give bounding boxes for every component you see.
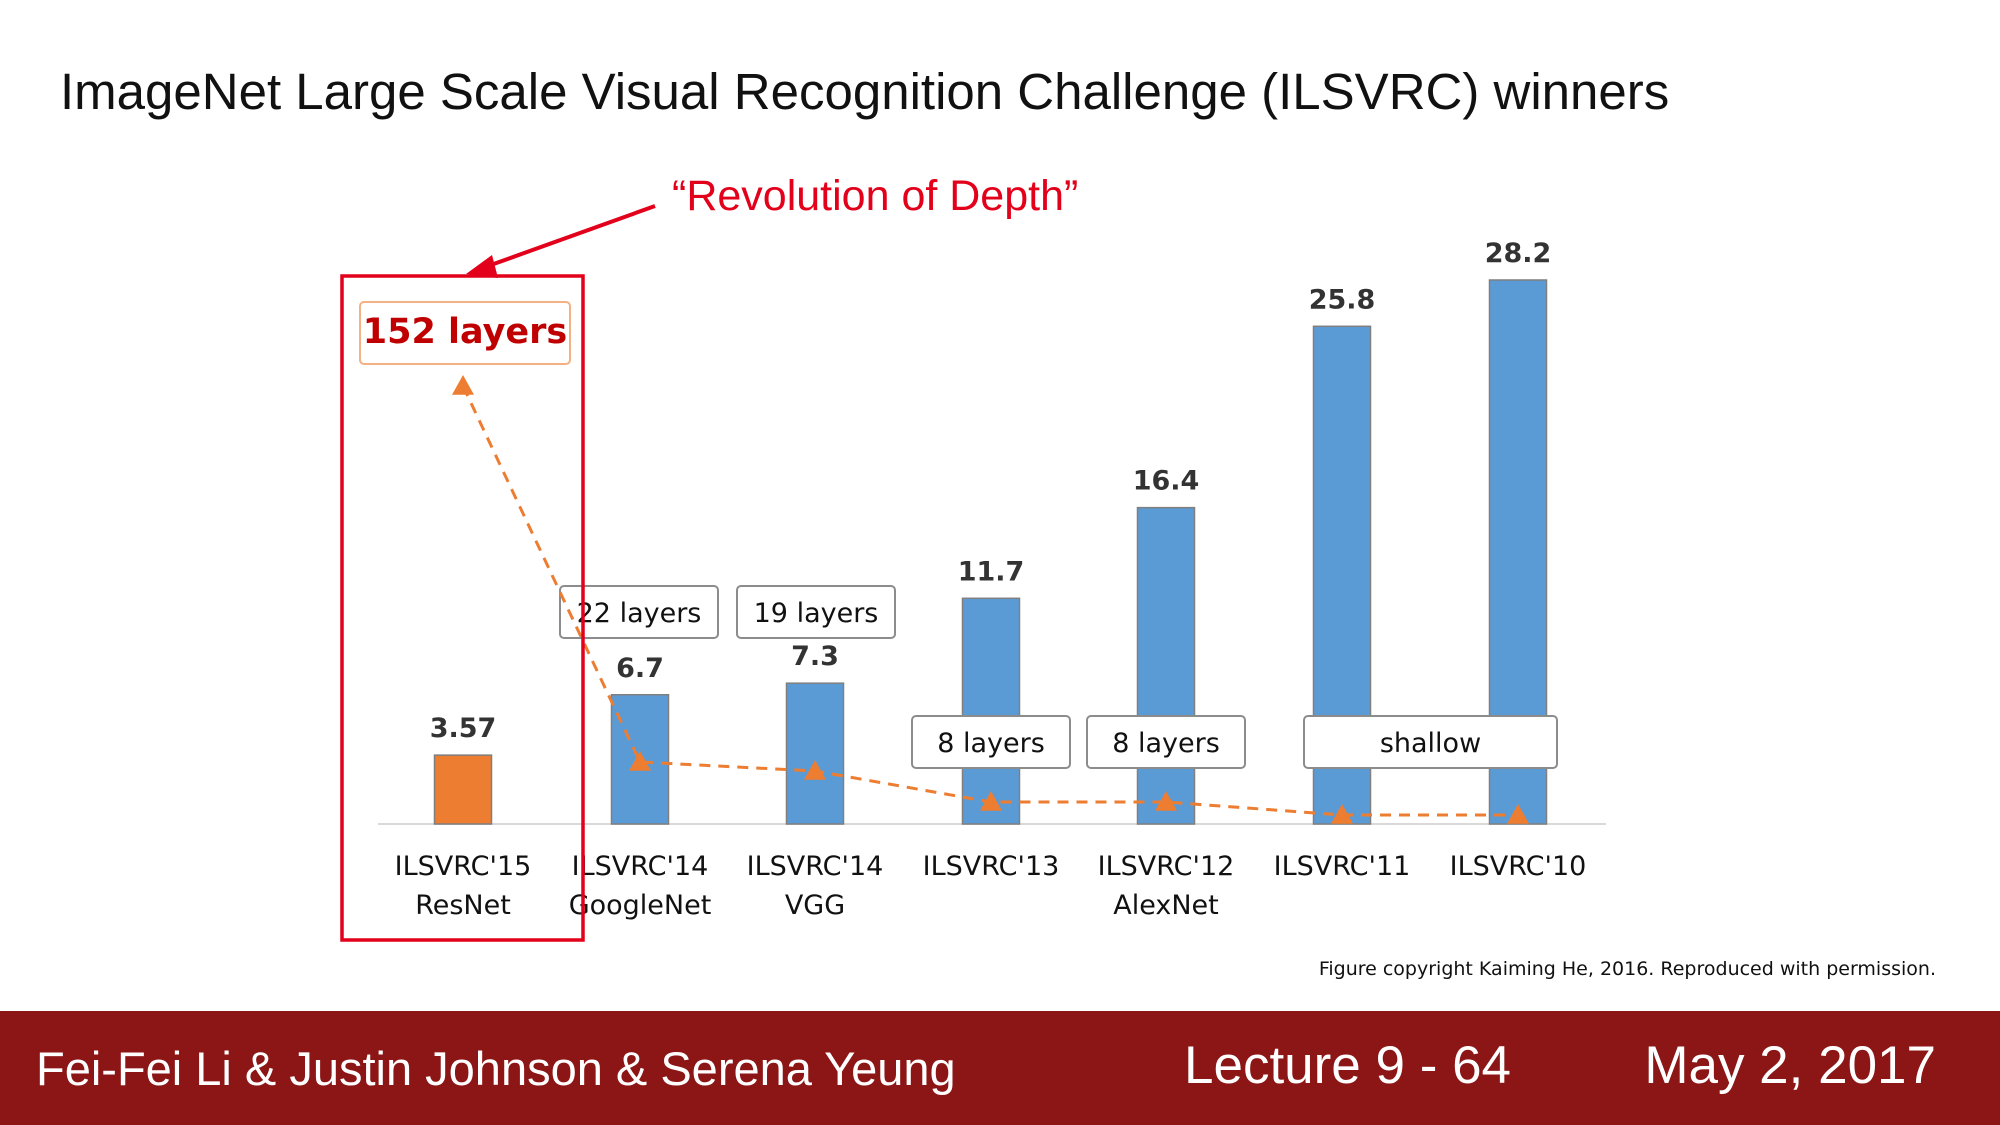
- depth-trend-marker: [452, 375, 474, 395]
- bar-value-label: 25.8: [1309, 284, 1376, 315]
- depth-trend-marker: [1507, 804, 1529, 824]
- annotation-arrow-head: [466, 255, 498, 278]
- depth-trend-marker: [804, 760, 826, 780]
- layer-label-box: [1086, 715, 1246, 769]
- depth-trend-marker: [1331, 804, 1353, 824]
- bar-value-label: 6.7: [616, 653, 664, 684]
- x-tick-label-model: ResNet: [415, 890, 511, 921]
- x-tick-label-model: GoogleNet: [569, 890, 712, 921]
- footer-lecture: Lecture 9 - 64: [1184, 1036, 1512, 1095]
- x-tick-label-year: ILSVRC'14: [572, 851, 709, 882]
- bar-1: [433, 754, 493, 825]
- depth-trend-marker: [980, 791, 1002, 811]
- depth-trend-marker: [1155, 791, 1177, 811]
- revolution-annotation: “Revolution of Depth”: [672, 172, 1079, 220]
- layer-label-box: [559, 585, 719, 639]
- x-tick-label-year: ILSVRC'10: [1450, 851, 1587, 882]
- layer-label-box: [911, 715, 1071, 769]
- depth-trend-marker: [629, 751, 651, 771]
- bar-4: [961, 597, 1021, 825]
- layer-label-box: [359, 301, 571, 365]
- layer-label-text: 19 layers: [754, 598, 879, 629]
- x-tick-label-year: ILSVRC'15: [395, 851, 532, 882]
- x-tick-label-model: AlexNet: [1113, 890, 1218, 921]
- bar-value-label: 7.3: [791, 641, 839, 672]
- bar-value-label: 28.2: [1485, 238, 1552, 269]
- footer-date: May 2, 2017: [1644, 1036, 1936, 1095]
- layer-label-text: 22 layers: [577, 598, 702, 629]
- layer-label-text: shallow: [1380, 728, 1481, 759]
- bar-value-label: 3.57: [430, 713, 497, 744]
- footer-authors: Fei-Fei Li & Justin Johnson & Serena Yeu…: [36, 1042, 956, 1095]
- bar-value-label: 11.7: [958, 556, 1025, 587]
- layer-label-text: 8 layers: [937, 728, 1045, 759]
- figure-copyright: Figure copyright Kaiming He, 2016. Repro…: [1318, 958, 1936, 980]
- bar-value-label: 16.4: [1133, 466, 1200, 497]
- x-tick-label-model: VGG: [785, 890, 845, 921]
- layer-label-box: [1303, 715, 1558, 769]
- bar-5: [1136, 506, 1196, 825]
- resnet-highlight-box: [340, 274, 585, 942]
- slide-title: ImageNet Large Scale Visual Recognition …: [60, 63, 1670, 120]
- x-tick-label-year: ILSVRC'14: [747, 851, 884, 882]
- x-tick-label-year: ILSVRC'13: [923, 851, 1060, 882]
- annotation-arrow-line: [487, 204, 656, 268]
- footer-bar: Fei-Fei Li & Justin Johnson & Serena Yeu…: [0, 1011, 2000, 1125]
- bar-3: [785, 682, 845, 825]
- x-tick-label-year: ILSVRC'12: [1098, 851, 1235, 882]
- ilsvrc-bar-chart: 3.57 ILSVRC'15 ResNet 6.7 ILSVRC'14 GoogleNet…: [340, 204, 1606, 942]
- x-tick-label-year: ILSVRC'11: [1274, 851, 1411, 882]
- layer-label-text: 152 layers: [363, 312, 567, 352]
- layer-label-box: [736, 585, 896, 639]
- layer-label-text: 8 layers: [1112, 728, 1220, 759]
